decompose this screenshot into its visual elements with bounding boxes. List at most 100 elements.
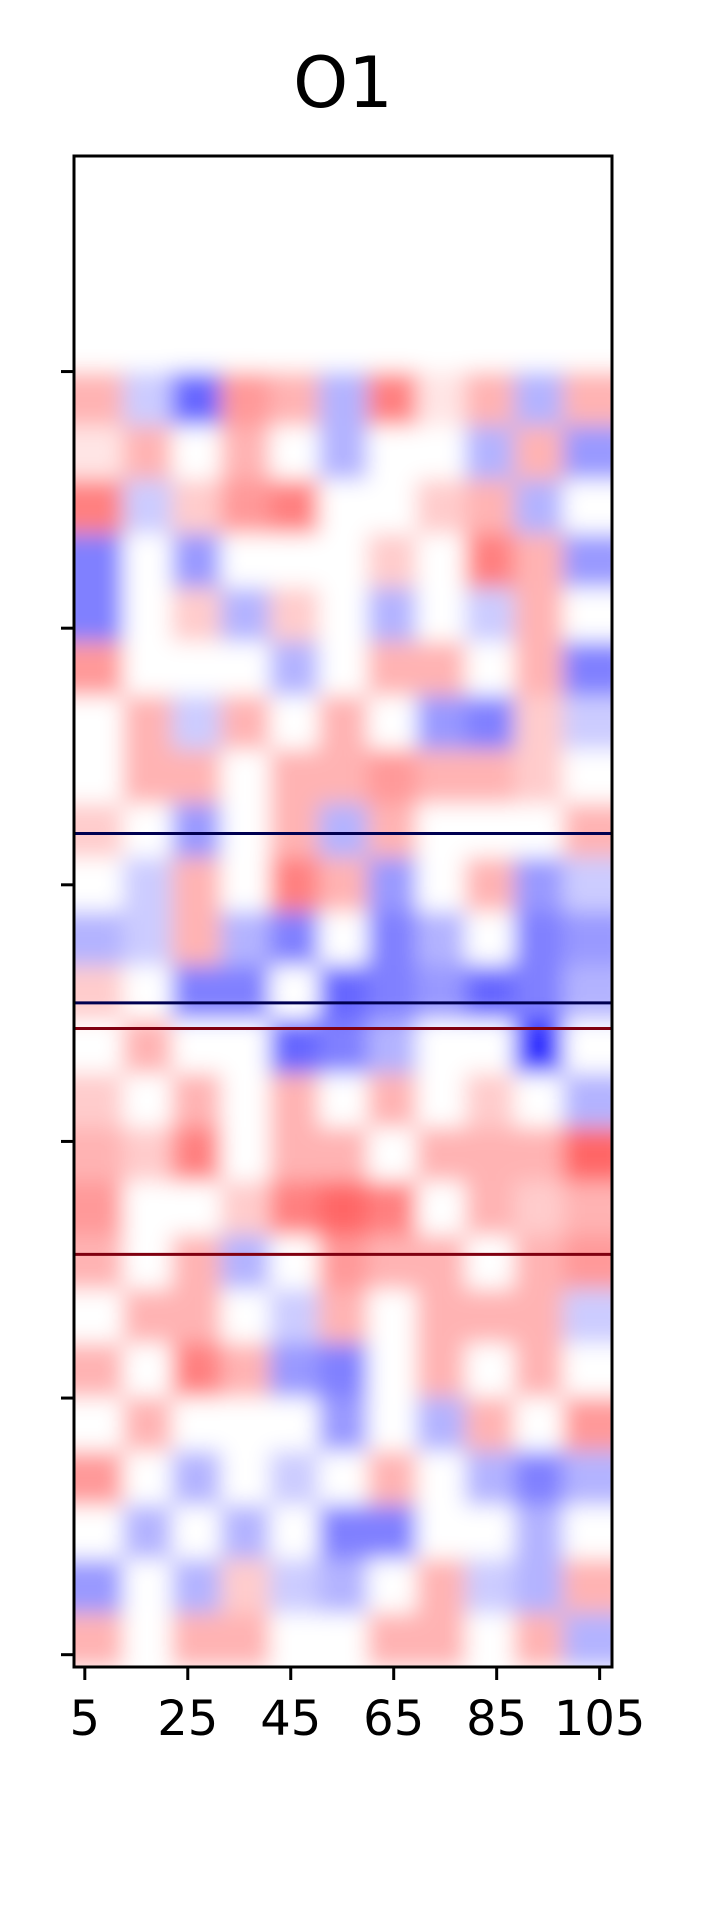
heatmap-cell [122, 425, 173, 481]
heatmap-cell [122, 371, 173, 427]
heatmap-cell [122, 695, 173, 751]
plot-frame [72, 154, 614, 1669]
heatmap-cell [367, 1289, 417, 1344]
x-tick-label: 65 [363, 1691, 424, 1747]
heatmap-cell [465, 1343, 515, 1398]
heatmap-cell [465, 371, 515, 427]
heatmap-cell [122, 479, 173, 535]
heatmap-cell [416, 1505, 466, 1560]
heatmap-cell [367, 1073, 417, 1128]
heatmap-cell [465, 695, 515, 751]
heatmap-cell [416, 1613, 466, 1667]
heatmap-cell [74, 911, 124, 966]
heatmap-cell [367, 1505, 417, 1560]
heatmap-cell [269, 1235, 320, 1290]
heatmap-cell [318, 749, 368, 805]
heatmap-cell [465, 209, 515, 265]
heatmap-cell [465, 425, 515, 481]
heatmap-cell [514, 1505, 564, 1560]
heatmap-cell [171, 1451, 222, 1506]
heatmap-cell [514, 1613, 564, 1667]
heatmap-cell [220, 1451, 271, 1506]
heatmap-cell [367, 1397, 417, 1452]
heatmap-cell [74, 587, 124, 643]
heatmap-cell [318, 1559, 368, 1614]
heatmap-cell [563, 641, 612, 697]
heatmap-cell [563, 695, 612, 751]
heatmap-cell [171, 1181, 222, 1236]
heatmap-cell [514, 1235, 564, 1290]
heatmap-cell [74, 1289, 124, 1344]
heatmap-cell [514, 1127, 564, 1182]
heatmap-cell [220, 749, 271, 805]
heatmap-cell [220, 1559, 271, 1614]
heatmap-cells [74, 156, 612, 1667]
heatmap-cell [122, 587, 173, 643]
heatmap-cell [563, 1505, 612, 1560]
heatmap-cell [416, 1343, 466, 1398]
heatmap-cell [563, 965, 612, 1020]
heatmap-cell [220, 533, 271, 589]
heatmap-cell [122, 1451, 173, 1506]
heatmap-cell [122, 1127, 173, 1182]
heatmap-cell [514, 263, 564, 319]
heatmap-cell [171, 317, 222, 373]
heatmap-cell [318, 695, 368, 751]
heatmap-cell [367, 911, 417, 966]
heatmap-cell [122, 1613, 173, 1667]
heatmap-cell [465, 1073, 515, 1128]
heatmap-cell [563, 857, 612, 912]
heatmap-cell [416, 425, 466, 481]
heatmap-cell [367, 156, 417, 211]
heatmap-cell [416, 1127, 466, 1182]
heatmap-cell [220, 1235, 271, 1290]
heatmap-cell [269, 1505, 320, 1560]
heatmap-cell [416, 1073, 466, 1128]
heatmap-cell [416, 156, 466, 211]
heatmap-cell [171, 1235, 222, 1290]
heatmap-cell [367, 1451, 417, 1506]
heatmap-cell [465, 317, 515, 373]
heatmap-cell [367, 533, 417, 589]
heatmap-cell [563, 263, 612, 319]
heatmap-cell [514, 587, 564, 643]
heatmap-cell [465, 911, 515, 966]
heatmap-cell [318, 641, 368, 697]
x-tick-label: 25 [157, 1691, 218, 1747]
heatmap-cell [318, 965, 368, 1020]
heatmap-cell [465, 1181, 515, 1236]
heatmap-cell [563, 1343, 612, 1398]
heatmap-cell [367, 371, 417, 427]
heatmap-cell [269, 209, 320, 265]
heatmap-cell [318, 1127, 368, 1182]
heatmap-cell [171, 1505, 222, 1560]
heatmap-cell [269, 641, 320, 697]
heatmap-cell [122, 533, 173, 589]
heatmap-cell [465, 1289, 515, 1344]
heatmap-cell [220, 425, 271, 481]
heatmap-cell [367, 209, 417, 265]
heatmap-cell [416, 533, 466, 589]
heatmap-cell [318, 263, 368, 319]
heatmap-cell [171, 263, 222, 319]
heatmap-cell [318, 1181, 368, 1236]
heatmap-cell [563, 1235, 612, 1290]
heatmap-cell [514, 1073, 564, 1128]
heatmap-cell [122, 965, 173, 1020]
heatmap-cell [122, 911, 173, 966]
heatmap-cell [416, 1235, 466, 1290]
heatmap-cell [122, 1073, 173, 1128]
heatmap-cell [220, 1127, 271, 1182]
heatmap-cell [318, 803, 368, 859]
heatmap-cell [367, 1127, 417, 1182]
heatmap-cell [220, 695, 271, 751]
heatmap-cell [367, 1613, 417, 1667]
heatmap-cell [220, 371, 271, 427]
heatmap-cell [318, 1289, 368, 1344]
heatmap-cell [416, 641, 466, 697]
heatmap-cell [367, 1181, 417, 1236]
heatmap-cell [318, 209, 368, 265]
heatmap-cell [416, 1559, 466, 1614]
